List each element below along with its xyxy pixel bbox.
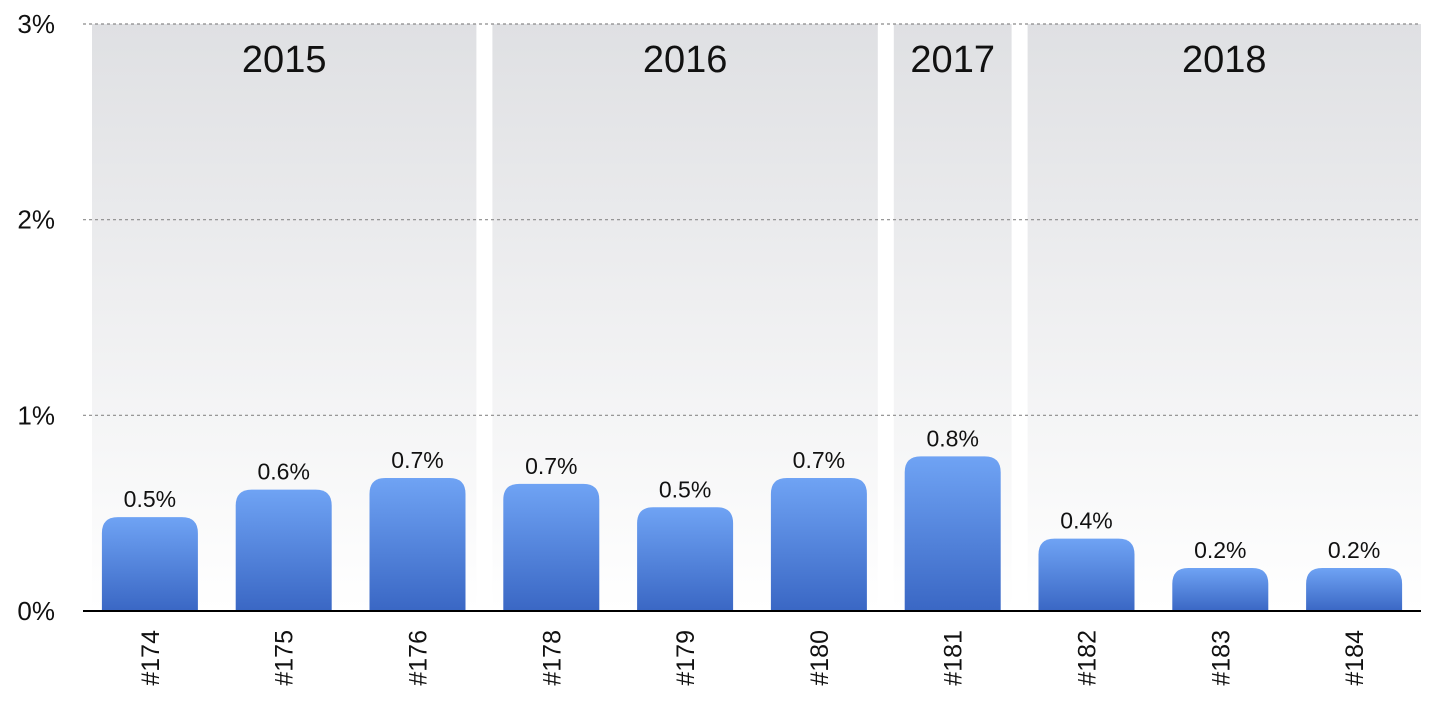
bar-180 [770,477,867,611]
bar-182 [1038,538,1135,611]
x-tick-label: #182 [1074,630,1102,686]
bar-179 [637,507,734,611]
data-label: 0.6% [257,459,309,485]
bars [101,456,1403,611]
year-label-2015: 2015 [242,39,327,81]
bar-178 [503,483,600,611]
x-tick-label: #183 [1207,630,1235,686]
data-label: 0.5% [659,476,711,502]
data-label: 0.5% [124,486,176,512]
data-label: 0.7% [391,447,443,473]
gridlines [83,23,1421,416]
x-tick-label: #184 [1341,630,1369,686]
data-label: 0.7% [793,447,845,473]
x-tick-label: #180 [806,630,834,686]
x-tick-label: #178 [538,630,566,686]
x-tick-label: #174 [137,630,165,686]
x-tick-label: #176 [405,630,433,686]
y-tick-label: 2% [17,205,55,235]
data-label: 0.4% [1060,508,1112,534]
x-tick-label: #179 [672,630,700,686]
x-tick-label: #175 [271,630,299,686]
y-tick-label: 0% [17,596,55,626]
data-label: 0.8% [926,425,978,451]
year-label-2017: 2017 [910,39,995,81]
bar-174 [101,517,198,611]
data-label: 0.7% [525,453,577,479]
bar-181 [904,456,1001,611]
x-tick-label: #181 [940,630,968,686]
bar-184 [1306,567,1403,611]
bar-175 [235,489,332,611]
bar-176 [369,477,466,611]
bar-183 [1172,567,1269,611]
data-label: 0.2% [1194,537,1246,563]
year-label-2018: 2018 [1182,39,1267,81]
y-tick-label: 1% [17,400,55,430]
year-bands [92,24,1421,611]
year-band-2018 [1027,24,1421,611]
y-tick-label: 3% [17,9,55,39]
year-label-2016: 2016 [643,39,728,81]
labels: 2015 2016 2017 2018 0% 1% 2% 3% 0.5% #174 0.6% #175… [17,9,1380,686]
data-label: 0.2% [1328,537,1380,563]
